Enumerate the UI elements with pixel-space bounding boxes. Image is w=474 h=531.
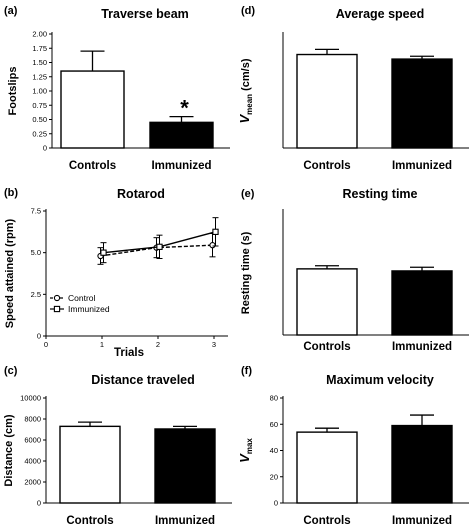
x-category-label: Controls bbox=[303, 341, 350, 353]
chart-title: Rotarod bbox=[117, 187, 165, 201]
y-axis-label: Vmax bbox=[237, 438, 254, 463]
y-tick-label: 1.75 bbox=[32, 44, 47, 53]
chart-title: Average speed bbox=[336, 7, 424, 21]
y-tick-label: 7.5 bbox=[31, 207, 41, 216]
x-category-label: Controls bbox=[303, 160, 350, 172]
bar-controls bbox=[296, 268, 358, 336]
chart-title: Resting time bbox=[342, 187, 417, 201]
y-tick-label: 0 bbox=[274, 499, 278, 508]
panel-label: (d) bbox=[241, 5, 255, 17]
x-category-label: Immunized bbox=[392, 341, 452, 353]
y-tick-label: 4000 bbox=[24, 457, 41, 466]
panel-label: (e) bbox=[241, 188, 255, 200]
y-tick-label: 0.50 bbox=[32, 115, 47, 124]
panel-label: (f) bbox=[241, 365, 252, 377]
panel-e: (e) Resting time Resting time (s) Controls I… bbox=[237, 183, 474, 358]
y-tick-label: 6000 bbox=[24, 436, 41, 445]
data-point-immunized bbox=[100, 249, 107, 256]
bar-controls bbox=[296, 53, 358, 149]
y-tick-label: 0.75 bbox=[32, 101, 47, 110]
x-axis-label: Trials bbox=[114, 347, 144, 359]
bar-controls bbox=[59, 425, 121, 504]
chart-title: Maximum velocity bbox=[326, 373, 434, 387]
bar-immunized bbox=[391, 58, 453, 149]
data-point-control bbox=[209, 242, 216, 249]
y-tick-label: 1.25 bbox=[32, 72, 47, 81]
x-tick-label: 0 bbox=[44, 340, 48, 349]
y-tick-label: 1.00 bbox=[32, 87, 47, 96]
bar-immunized bbox=[391, 424, 453, 504]
panel-b: (b) Rotarod 0 2.5 5.0 7.5 0 1 2 3 Speed attained (… bbox=[0, 183, 237, 359]
bar-controls bbox=[296, 431, 358, 504]
y-tick-label: 20 bbox=[270, 472, 278, 481]
x-category-label: Controls bbox=[69, 160, 116, 172]
y-axis-label: Distance (cm) bbox=[3, 414, 15, 486]
chart-distance-traveled: (c) Distance traveled 0 2000 4000 6000 8000 100… bbox=[3, 365, 232, 527]
chart-title: Distance traveled bbox=[91, 373, 195, 387]
chart-resting-time: (e) Resting time Resting time (s) Controls I… bbox=[240, 187, 469, 353]
x-category-label: Immunized bbox=[392, 515, 452, 527]
panel-label: (b) bbox=[4, 187, 18, 199]
x-category-label: Immunized bbox=[151, 160, 211, 172]
y-tick-label: 2000 bbox=[24, 478, 41, 487]
chart-title: Traverse beam bbox=[101, 7, 189, 21]
x-category-label: Controls bbox=[303, 515, 350, 527]
legend-entry-control: Control bbox=[68, 293, 96, 303]
y-tick-label: 0 bbox=[43, 144, 47, 153]
legend-marker-circle bbox=[53, 294, 61, 302]
panel-d: (d) Average speed Vmean (cm/s) Controls Immu… bbox=[237, 0, 474, 180]
chart-average-speed: (d) Average speed Vmean (cm/s) Controls Immu… bbox=[237, 5, 469, 172]
x-category-label: Immunized bbox=[155, 515, 215, 527]
data-point-immunized bbox=[212, 228, 219, 235]
x-category-label: Controls bbox=[66, 515, 113, 527]
x-tick-label: 3 bbox=[212, 340, 216, 349]
x-tick-label: 1 bbox=[100, 340, 104, 349]
y-tick-label: 40 bbox=[270, 446, 278, 455]
data-point-immunized bbox=[156, 243, 163, 250]
y-tick-label: 2.00 bbox=[32, 30, 47, 39]
y-tick-label: 2.5 bbox=[31, 290, 41, 299]
y-axis-label: Speed attained (rpm) bbox=[4, 218, 16, 328]
panel-a: (a) Traverse beam 0 0.25 0.50 0.75 1.00 1.25 1.5… bbox=[0, 0, 237, 180]
x-category-label: Immunized bbox=[392, 160, 452, 172]
y-tick-label: 0.25 bbox=[32, 129, 47, 138]
bar-immunized bbox=[154, 428, 216, 504]
y-tick-label: 5.0 bbox=[31, 248, 41, 257]
panel-label: (c) bbox=[4, 365, 18, 377]
y-tick-label: 1.50 bbox=[32, 58, 47, 67]
bar-immunized bbox=[391, 270, 453, 336]
y-tick-label: 80 bbox=[270, 394, 278, 403]
legend-marker-square bbox=[53, 305, 61, 313]
y-tick-label: 60 bbox=[270, 420, 278, 429]
y-axis-label: Vmean (cm/s) bbox=[237, 58, 254, 123]
significance-marker: * bbox=[180, 96, 189, 121]
chart-maximum-velocity: (f) Maximum velocity 0 20 40 60 80 Vmax Controls… bbox=[237, 365, 469, 527]
panel-f: (f) Maximum velocity 0 20 40 60 80 Vmax Controls… bbox=[237, 360, 474, 531]
y-tick-label: 8000 bbox=[24, 415, 41, 424]
legend-entry-immunized: Immunized bbox=[68, 304, 110, 314]
panel-label: (a) bbox=[4, 5, 18, 17]
y-axis-label: Footslips bbox=[7, 67, 19, 116]
y-tick-label: 0 bbox=[37, 499, 41, 508]
x-tick-label: 2 bbox=[156, 340, 160, 349]
y-tick-label: 10000 bbox=[20, 394, 41, 403]
chart-traverse-beam: (a) Traverse beam 0 0.25 0.50 0.75 1.00 1.25 1.5… bbox=[4, 5, 230, 172]
panel-c: (c) Distance traveled 0 2000 4000 6000 8000 100… bbox=[0, 360, 237, 531]
y-tick-label: 0 bbox=[37, 332, 41, 341]
bar-immunized bbox=[149, 121, 214, 149]
bar-controls bbox=[60, 70, 125, 149]
chart-rotarod: (b) Rotarod 0 2.5 5.0 7.5 0 1 2 3 Speed attained (… bbox=[4, 187, 228, 359]
y-axis-label: Resting time (s) bbox=[240, 231, 252, 314]
